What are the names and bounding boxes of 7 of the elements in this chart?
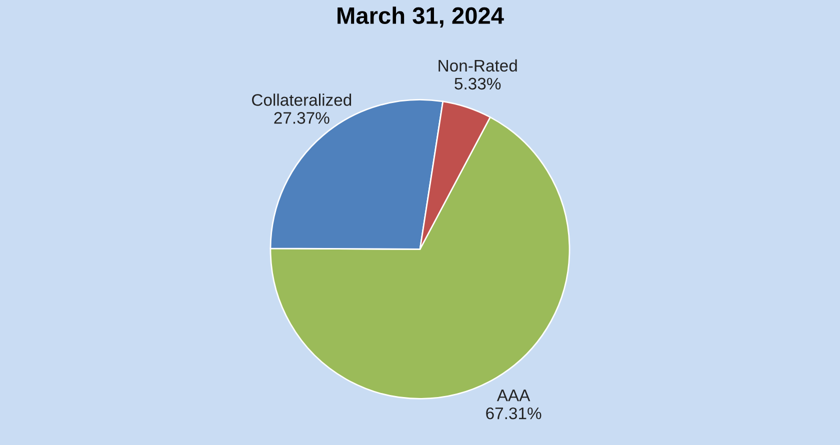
data-label: 5.33% [454, 78, 501, 90]
slice-label: AAA [496, 390, 530, 402]
slice-label: Collateralized [252, 94, 352, 106]
slice-label: Non-Rated [438, 59, 517, 72]
data-label: 67.31% [486, 407, 542, 420]
chart-title: March 31, 2024 [338, 6, 504, 28]
data-label: 27.37% [274, 112, 330, 124]
